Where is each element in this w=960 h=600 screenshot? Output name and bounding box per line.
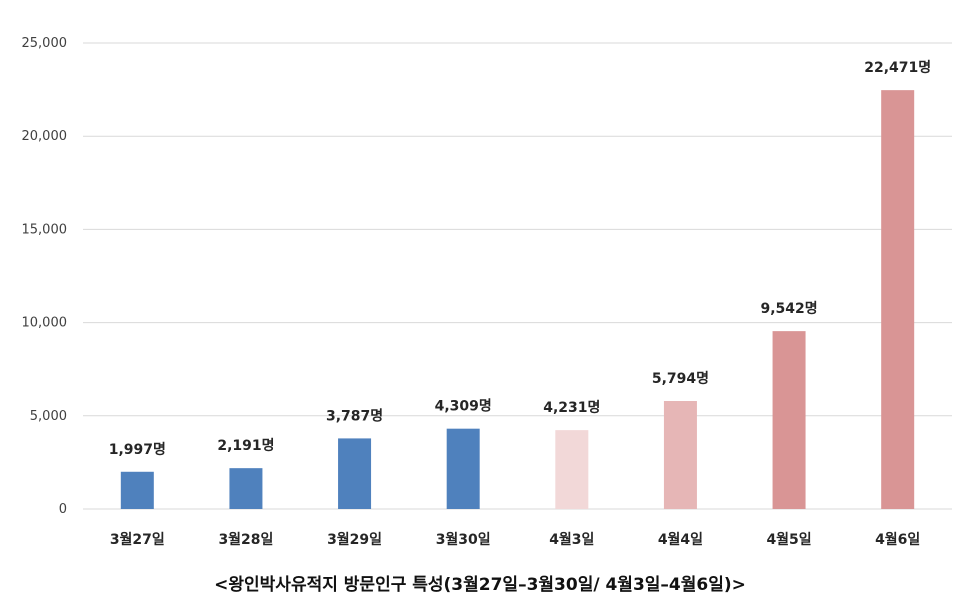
- data-label: 4,231명: [543, 399, 600, 416]
- bar: [446, 428, 480, 509]
- bar: [663, 400, 697, 509]
- bar: [555, 430, 589, 509]
- y-tick-label: 25,000: [22, 36, 68, 51]
- y-tick-label: 20,000: [22, 129, 68, 144]
- data-label: 5,794명: [652, 370, 709, 387]
- x-tick-label: 4월3일: [549, 531, 594, 548]
- bar: [120, 471, 154, 509]
- x-tick-label: 4월6일: [875, 531, 920, 548]
- y-tick-label: 10,000: [22, 316, 68, 331]
- bar: [229, 468, 263, 509]
- x-tick-label: 3월27일: [110, 531, 165, 548]
- x-tick-label: 3월28일: [218, 531, 273, 548]
- y-tick-label: 5,000: [30, 409, 67, 424]
- data-label: 1,997명: [109, 441, 166, 458]
- x-tick-label: 3월29일: [327, 531, 382, 548]
- data-label: 4,309명: [435, 398, 492, 415]
- bar: [881, 90, 915, 509]
- bar: [772, 331, 806, 509]
- bar-chart: 0 5,000 10,000 15,000 20,000 25,000 1,997명 3월27…: [22, 36, 952, 548]
- data-label: 3,787명: [326, 407, 383, 424]
- data-label: 2,191명: [217, 437, 274, 454]
- y-tick-label: 15,000: [22, 222, 68, 237]
- x-tick-label: 4월4일: [658, 531, 703, 548]
- chart-caption: <왕인박사유적지 방문인구 특성(3월27일–3월30일/ 4월3일–4월6일)…: [214, 575, 746, 595]
- data-label: 9,542명: [760, 300, 817, 317]
- bar: [338, 438, 372, 509]
- data-label: 22,471명: [864, 59, 931, 76]
- y-tick-label: 0: [59, 502, 67, 517]
- x-tick-label: 3월30일: [436, 531, 491, 548]
- x-tick-label: 4월5일: [766, 531, 811, 548]
